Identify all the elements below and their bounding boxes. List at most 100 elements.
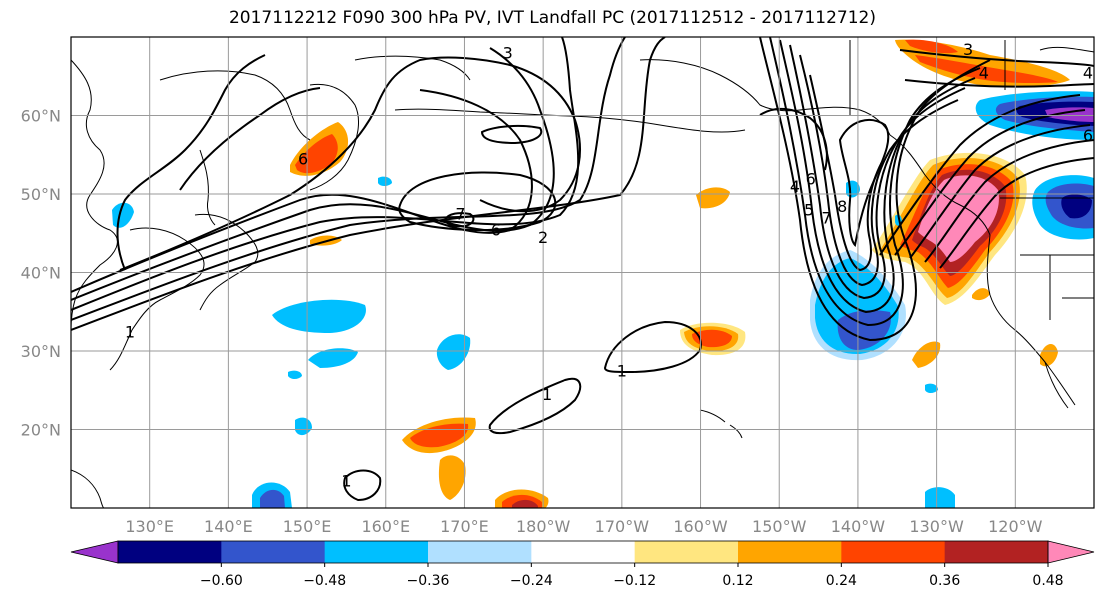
map-frame (70, 36, 1095, 509)
contour-label: 4 (979, 63, 989, 82)
ivt-anomaly-kamchatka-red (295, 134, 338, 174)
longitude-label: 140°W (831, 517, 886, 536)
ivt-anomaly-neg-blob-7 (925, 487, 955, 508)
colorbar-segment (531, 541, 636, 563)
pv-ridge-4 (924, 139, 1094, 263)
pv-contour-subtropical-3 (343, 469, 382, 502)
contour-label: 7 (821, 209, 831, 228)
colorbar-tick-label: −0.48 (303, 573, 346, 589)
ivt-anomaly-neg-blob-9 (378, 176, 392, 186)
pv-contour-3 (71, 37, 580, 311)
longitude-label: 130°E (125, 517, 174, 536)
latitude-label: 30°N (21, 342, 61, 361)
pv-contour-ring-upper (480, 124, 543, 145)
pv-contour-subtropical-1 (603, 320, 702, 374)
contour-label: 8 (837, 197, 847, 216)
ivt-anomaly-gulf-alaska-top (905, 39, 958, 54)
gridlines (71, 37, 1094, 508)
pv-ridge-1 (879, 94, 1081, 256)
ivt-anomaly-blob-8 (972, 288, 990, 301)
longitude-label: 120°W (988, 517, 1043, 536)
coastline-sakhalin (199, 149, 216, 226)
colorbar-tick-label: 0.36 (929, 573, 960, 589)
longitude-label: 130°W (909, 517, 964, 536)
colorbar-tick-label: −0.60 (200, 573, 243, 589)
colorbar-outline (117, 540, 1049, 564)
coastline-okhotsk (159, 70, 311, 141)
longitude-label: 170°E (440, 517, 489, 536)
pv-trough-7 (759, 107, 828, 171)
colorbar-segment (221, 541, 326, 563)
longitude-labels: 130°E 140°E 150°E 160°E 170°E 180°W 170°W 160°W… (125, 517, 1042, 536)
latitude-labels: 60°N 50°N 40°N 30°N 20°N (21, 107, 61, 440)
colorbar-extend-high (1047, 540, 1095, 564)
colorbar-segment (841, 541, 946, 563)
colorbar-segment (944, 541, 1049, 563)
coastline-chukotka (354, 55, 471, 81)
pv-trough-8 (838, 119, 890, 248)
ivt-positive-anomalies (290, 39, 1070, 508)
ivt-anomaly-neg-blob-1 (272, 299, 366, 333)
pv-ridge-5 (939, 157, 1094, 269)
contour-label: 7 (455, 205, 465, 224)
ivt-anomaly-neg-blob-11 (288, 370, 302, 379)
contour-label: 6 (491, 220, 501, 239)
colorbar-tick-label: −0.36 (407, 573, 450, 589)
pv-contour-2 (71, 37, 626, 321)
ivt-anomaly-neg-blob-10 (925, 383, 938, 393)
ivt-anomaly-blob-7 (912, 341, 941, 368)
colorbar-tick-label: −0.12 (613, 573, 656, 589)
colorbar-tick-label: 0.48 (1032, 573, 1063, 589)
colorbar-tick-label: −0.24 (510, 573, 553, 589)
contour-label: 1 (617, 362, 627, 381)
coastline-baja (1044, 361, 1069, 409)
ivt-anomaly-blob-6-darkred (512, 499, 538, 508)
colorbar (70, 540, 1095, 564)
coastline-hawaii (699, 409, 743, 439)
contour-label: 1 (125, 322, 135, 341)
ivt-anomaly-blob-1 (696, 187, 730, 209)
contour-label: 6 (298, 150, 308, 169)
colorbar-segment (428, 541, 532, 563)
pv-ridge-3 (909, 124, 1091, 259)
longitude-label: 140°E (204, 517, 253, 536)
pv-ridge-2 (894, 109, 1086, 256)
ivt-anomaly-neg-blob-5 (295, 417, 312, 436)
ivt-anomaly-blob-5 (438, 455, 466, 500)
pv-north-2 (904, 79, 1094, 88)
ivt-anomaly-interior-neg-navy (1061, 194, 1092, 219)
pv-trough-2 (769, 37, 981, 327)
contour-label: 3 (503, 44, 513, 63)
ivt-anomaly-neg-blob-3 (436, 334, 471, 370)
pv-contour-subtropical-2 (488, 377, 582, 435)
pv-contours (71, 37, 1094, 502)
pv-contour-ring-small (443, 212, 475, 228)
pv-trough-5 (799, 54, 959, 287)
pv-contour-8 (116, 54, 266, 271)
contour-label: 3 (963, 40, 973, 59)
pv-contour-6 (119, 56, 581, 271)
contour-label: 4 (1083, 63, 1093, 82)
colorbar-tick-label: 0.24 (826, 573, 857, 589)
latitude-label: 60°N (21, 107, 61, 126)
colorbar-extend-low (70, 540, 119, 564)
longitude-label: 160°E (361, 517, 410, 536)
ivt-anomaly-neg-blob-6-blue (260, 489, 285, 508)
contour-label: 6 (806, 169, 816, 188)
longitude-label: 160°W (673, 517, 728, 536)
contour-label: 1 (341, 472, 351, 491)
contour-label: 5 (804, 201, 814, 220)
pv-north-1 (899, 49, 1094, 67)
colorbar-segment (324, 541, 429, 563)
longitude-label: 180°W (516, 517, 571, 536)
latitude-label: 50°N (21, 185, 61, 204)
ivt-anomaly-gulf-alaska-band-red (915, 55, 1058, 84)
state-borders (849, 40, 1094, 320)
colorbar-segment (738, 541, 842, 563)
longitude-label: 170°W (595, 517, 650, 536)
contour-label: 4 (790, 177, 800, 196)
ivt-anomaly-neg-blob-2 (308, 348, 358, 368)
coastline-asia (71, 59, 118, 331)
contour-label: 6 (1083, 126, 1093, 145)
